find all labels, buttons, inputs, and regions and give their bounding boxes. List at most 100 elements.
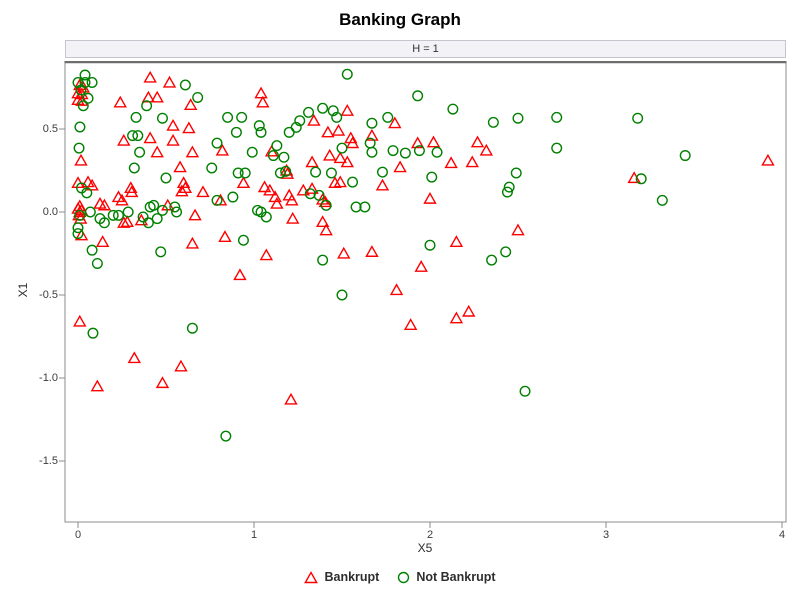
data-point-bankrupt [215, 143, 230, 156]
data-point-not-bankrupt [246, 146, 258, 158]
data-point-bankrupt [305, 155, 319, 168]
data-point-not-bankrupt [412, 90, 424, 102]
data-point-not-bankrupt [271, 140, 283, 152]
data-point-bankrupt [254, 86, 268, 99]
data-point-bankrupt [333, 175, 347, 188]
data-point-not-bankrupt [487, 116, 499, 128]
data-point-bankrupt [113, 95, 127, 108]
data-point-not-bankrupt [331, 111, 343, 123]
data-point-not-bankrupt [551, 142, 563, 154]
data-point-bankrupt [449, 235, 464, 247]
data-point-not-bankrupt [86, 77, 98, 89]
data-point-bankrupt [462, 304, 476, 317]
x-tick-label: 3 [602, 529, 610, 541]
data-point-not-bankrupt [107, 209, 119, 221]
data-point-not-bankrupt [77, 100, 89, 112]
data-point-bankrupt [479, 143, 494, 156]
data-point-not-bankrupt [635, 173, 647, 185]
data-point-bankrupt [389, 283, 404, 296]
data-point-not-bankrupt [222, 111, 234, 123]
data-point-not-bankrupt [336, 142, 348, 154]
data-point-bankrupt [403, 318, 418, 330]
data-point-bankrupt [166, 133, 180, 146]
data-point-bankrupt [345, 136, 360, 149]
data-point-not-bankrupt [399, 147, 411, 159]
data-point-bankrupt [117, 216, 131, 228]
data-point-not-bankrupt [91, 257, 103, 269]
data-point-not-bankrupt [656, 194, 668, 206]
data-point-bankrupt [761, 153, 775, 166]
data-point-not-bankrupt [500, 246, 512, 258]
data-point-bankrupt [627, 171, 641, 184]
data-point-not-bankrupt [112, 209, 124, 221]
data-point-not-bankrupt [171, 206, 183, 218]
data-point-bankrupt [176, 176, 191, 189]
data-point-not-bankrupt [128, 162, 140, 174]
data-point-bankrupt [393, 160, 407, 173]
data-point-bankrupt [321, 125, 335, 138]
data-point-not-bankrupt [211, 194, 223, 206]
data-point-not-bankrupt [75, 84, 87, 96]
data-point-bankrupt [284, 392, 298, 405]
data-point-bankrupt [444, 156, 458, 169]
y-tick-label: -1.0 [39, 372, 58, 384]
data-point-bankrupt [315, 215, 330, 228]
data-point-bankrupt [511, 223, 525, 236]
data-point-bankrupt [426, 135, 441, 148]
data-point-not-bankrupt [320, 199, 332, 211]
data-point-bankrupt [71, 86, 85, 99]
data-point-bankrupt [115, 193, 129, 206]
data-point-not-bankrupt [142, 217, 154, 229]
data-point-not-bankrupt [230, 126, 242, 138]
data-point-bankrupt [75, 94, 89, 106]
data-point-not-bankrupt [72, 77, 84, 89]
data-point-bankrupt [322, 148, 337, 161]
not-bankrupt-circle-icon [398, 571, 410, 583]
x-tick-label: 1 [250, 529, 258, 541]
data-point-bankrupt [124, 185, 139, 198]
data-point-not-bankrupt [447, 103, 459, 115]
data-point-not-bankrupt [512, 112, 524, 124]
data-point-not-bankrupt [325, 167, 337, 179]
data-point-not-bankrupt [74, 209, 86, 221]
data-point-not-bankrupt [317, 102, 329, 114]
data-point-bankrupt [74, 153, 88, 166]
data-point-bankrupt [150, 145, 164, 158]
data-point-not-bankrupt [313, 189, 325, 201]
data-point-bankrupt [120, 215, 134, 228]
data-point-not-bankrupt [141, 100, 153, 112]
data-point-bankrupt [388, 116, 402, 129]
data-point-bankrupt [337, 246, 351, 259]
plot-area [59, 61, 787, 528]
data-point-not-bankrupt [317, 254, 329, 266]
data-point-bankrupt [236, 176, 251, 189]
data-point-bankrupt [333, 151, 347, 164]
data-point-bankrupt [233, 268, 247, 281]
data-point-not-bankrupt [283, 126, 295, 138]
data-point-not-bankrupt [501, 186, 513, 198]
data-point-not-bankrupt [503, 181, 515, 193]
data-point-not-bankrupt [253, 120, 265, 132]
data-point-not-bankrupt [336, 289, 348, 301]
data-point-bankrupt [143, 131, 157, 144]
data-point-not-bankrupt [227, 191, 239, 203]
data-point-not-bankrupt [186, 322, 198, 334]
data-point-not-bankrupt [679, 150, 691, 162]
data-point-not-bankrupt [274, 167, 286, 179]
legend: Bankrupt Not Bankrupt [0, 566, 800, 588]
data-point-not-bankrupt [382, 111, 394, 123]
data-point-bankrupt [257, 180, 272, 193]
data-point-not-bankrupt [239, 167, 251, 179]
data-point-not-bankrupt [132, 130, 144, 142]
data-point-bankrupt [410, 136, 425, 149]
data-point-bankrupt [95, 235, 110, 247]
data-point-bankrupt [196, 185, 210, 198]
data-point-bankrupt [305, 182, 319, 194]
data-point-bankrupt [340, 155, 354, 168]
legend-label-bankrupt: Bankrupt [324, 570, 380, 584]
data-point-not-bankrupt [73, 142, 85, 154]
x-tick-label: 0 [74, 529, 82, 541]
data-point-bankrupt [97, 198, 112, 211]
data-point-not-bankrupt [376, 166, 388, 178]
